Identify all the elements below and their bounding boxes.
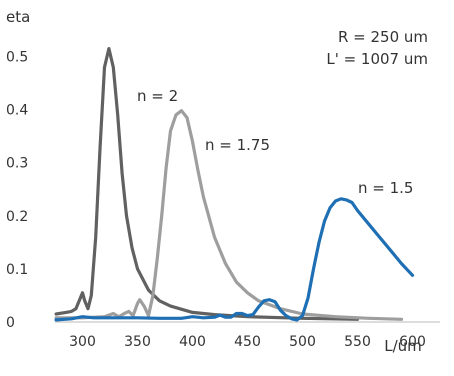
series-label-n-1-75: n = 1.75 xyxy=(205,136,270,154)
x-axis-label: L/um xyxy=(384,337,422,355)
y-tick-label: 0 xyxy=(6,315,15,331)
parameter-radius: R = 250 um xyxy=(338,28,428,46)
x-tick-label: 550 xyxy=(344,334,371,350)
x-tick-label: 500 xyxy=(289,334,316,350)
x-tick-label: 400 xyxy=(179,334,206,350)
x-tick-label: 600 xyxy=(399,334,426,350)
x-tick-label: 300 xyxy=(69,334,96,350)
x-tick-label: 350 xyxy=(124,334,151,350)
axes: 0 0.1 0.2 0.3 0.4 0.5 300 350 400 450 500 550 600 xyxy=(6,50,440,350)
y-tick-label: 0.2 xyxy=(6,209,28,225)
series-label-n-1-5: n = 1.5 xyxy=(358,179,413,197)
series-label-n-2: n = 2 xyxy=(137,87,178,105)
y-tick-label: 0.4 xyxy=(6,103,28,119)
y-tick-label: 0.3 xyxy=(6,156,28,172)
y-axis-label: eta xyxy=(6,8,30,26)
y-tick-label: 0.1 xyxy=(6,262,28,278)
y-tick-label: 0.5 xyxy=(6,50,28,66)
chart-text: eta L/um R = 250 um L' = 1007 um n = 2 n… xyxy=(6,8,428,355)
series-lines xyxy=(54,46,415,322)
series-line-0 xyxy=(54,46,360,321)
series-line-2 xyxy=(54,197,415,322)
series-line-1 xyxy=(54,109,404,321)
parameter-length: L' = 1007 um xyxy=(326,50,428,68)
x-tick-label: 450 xyxy=(234,334,261,350)
